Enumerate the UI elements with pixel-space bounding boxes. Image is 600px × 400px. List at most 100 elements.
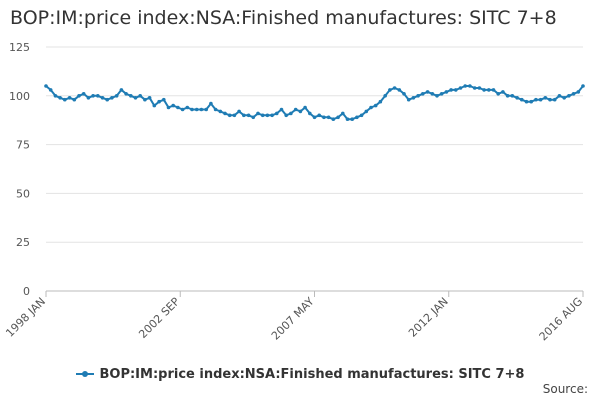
- data-point[interactable]: [129, 94, 133, 98]
- data-point[interactable]: [552, 97, 557, 102]
- data-point[interactable]: [435, 94, 439, 98]
- data-point[interactable]: [326, 115, 331, 120]
- data-point[interactable]: [468, 84, 472, 88]
- data-point[interactable]: [279, 107, 284, 112]
- data-point[interactable]: [232, 113, 237, 118]
- data-point[interactable]: [138, 94, 142, 98]
- data-point[interactable]: [524, 99, 529, 104]
- data-point[interactable]: [548, 97, 552, 102]
- data-point[interactable]: [458, 86, 463, 90]
- data-point[interactable]: [430, 92, 435, 96]
- data-point[interactable]: [77, 94, 81, 98]
- data-point[interactable]: [58, 96, 62, 100]
- data-point[interactable]: [482, 88, 486, 92]
- data-point[interactable]: [152, 103, 157, 108]
- data-point[interactable]: [520, 97, 524, 102]
- data-point[interactable]: [472, 86, 477, 90]
- data-point[interactable]: [491, 88, 496, 92]
- data-point[interactable]: [388, 88, 392, 92]
- data-point[interactable]: [416, 94, 420, 98]
- data-point[interactable]: [242, 113, 246, 118]
- data-point[interactable]: [298, 109, 303, 114]
- data-point[interactable]: [190, 107, 194, 112]
- data-point[interactable]: [345, 117, 350, 121]
- data-point[interactable]: [402, 92, 406, 96]
- data-point[interactable]: [270, 113, 274, 118]
- data-point[interactable]: [251, 115, 256, 120]
- data-point[interactable]: [534, 97, 538, 102]
- data-point[interactable]: [543, 96, 548, 100]
- data-point[interactable]: [157, 99, 161, 104]
- data-point[interactable]: [303, 105, 307, 110]
- data-point[interactable]: [359, 113, 364, 118]
- data-point[interactable]: [119, 88, 124, 92]
- data-point[interactable]: [341, 111, 345, 116]
- data-point[interactable]: [199, 107, 204, 112]
- data-point[interactable]: [166, 105, 171, 110]
- data-point[interactable]: [350, 117, 355, 121]
- data-point[interactable]: [397, 88, 402, 92]
- data-point[interactable]: [185, 105, 190, 110]
- data-point[interactable]: [114, 94, 119, 98]
- data-point[interactable]: [293, 107, 298, 112]
- data-point[interactable]: [501, 90, 505, 94]
- data-point[interactable]: [218, 109, 223, 114]
- data-point[interactable]: [72, 97, 77, 102]
- data-point[interactable]: [63, 97, 67, 102]
- data-point[interactable]: [515, 96, 519, 100]
- data-point[interactable]: [421, 92, 425, 96]
- data-point[interactable]: [176, 105, 180, 110]
- data-point[interactable]: [425, 90, 430, 94]
- data-point[interactable]: [246, 113, 251, 118]
- data-point[interactable]: [143, 97, 147, 102]
- data-point[interactable]: [355, 115, 359, 120]
- data-point[interactable]: [53, 94, 58, 98]
- data-point[interactable]: [105, 97, 109, 102]
- data-point[interactable]: [44, 84, 48, 88]
- data-point[interactable]: [496, 92, 501, 96]
- data-point[interactable]: [67, 96, 72, 100]
- data-point[interactable]: [147, 96, 152, 100]
- data-point[interactable]: [265, 113, 270, 118]
- data-point[interactable]: [204, 107, 208, 112]
- data-point[interactable]: [581, 84, 585, 88]
- data-point[interactable]: [567, 94, 571, 98]
- data-point[interactable]: [289, 111, 293, 116]
- data-point[interactable]: [213, 107, 218, 112]
- data-point[interactable]: [392, 86, 397, 90]
- data-point[interactable]: [383, 94, 388, 98]
- data-point[interactable]: [562, 96, 566, 100]
- data-point[interactable]: [364, 109, 369, 114]
- data-point[interactable]: [180, 107, 185, 112]
- data-point[interactable]: [449, 88, 453, 92]
- data-point[interactable]: [317, 113, 322, 118]
- data-point[interactable]: [81, 92, 86, 96]
- data-point[interactable]: [538, 97, 543, 102]
- data-point[interactable]: [336, 115, 340, 120]
- data-point[interactable]: [124, 92, 128, 96]
- data-point[interactable]: [505, 94, 510, 98]
- data-point[interactable]: [96, 94, 100, 98]
- data-point[interactable]: [529, 99, 533, 104]
- data-point[interactable]: [308, 111, 312, 116]
- data-point[interactable]: [439, 92, 444, 96]
- data-point[interactable]: [194, 107, 199, 112]
- data-point[interactable]: [110, 96, 114, 100]
- data-point[interactable]: [411, 96, 416, 100]
- data-point[interactable]: [227, 113, 232, 118]
- data-point[interactable]: [576, 90, 581, 94]
- data-point[interactable]: [260, 113, 265, 118]
- data-point[interactable]: [373, 103, 378, 108]
- data-point[interactable]: [322, 115, 326, 120]
- data-point[interactable]: [256, 111, 260, 116]
- data-point[interactable]: [275, 111, 279, 116]
- data-point[interactable]: [237, 109, 241, 114]
- data-point[interactable]: [284, 113, 289, 118]
- data-point[interactable]: [406, 97, 411, 102]
- data-point[interactable]: [86, 96, 91, 100]
- data-point[interactable]: [171, 103, 175, 108]
- data-point[interactable]: [369, 105, 373, 110]
- data-point[interactable]: [100, 96, 105, 100]
- data-point[interactable]: [557, 94, 562, 98]
- data-point[interactable]: [223, 111, 227, 116]
